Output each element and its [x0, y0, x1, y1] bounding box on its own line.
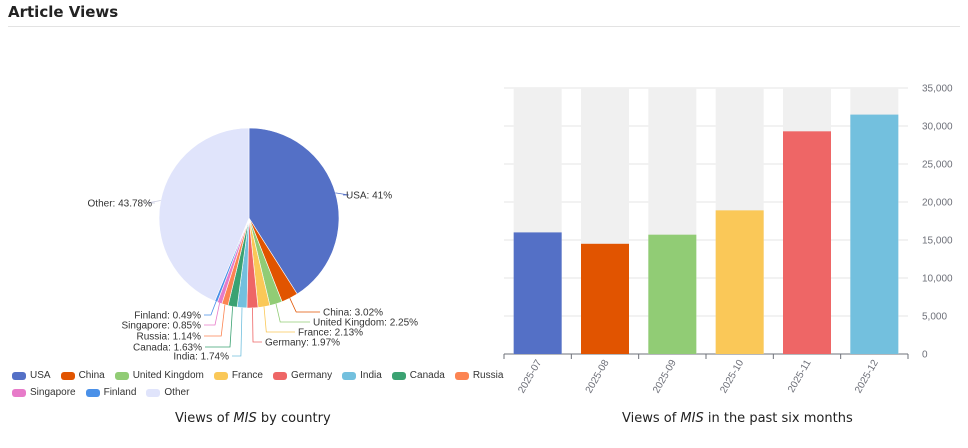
legend-label: China: [78, 370, 105, 381]
legend-swatch: [213, 371, 228, 380]
legend-label: Singapore: [30, 387, 76, 398]
y-tick-label: 0: [922, 350, 928, 361]
pie-data-label: Other: 43.78%: [88, 199, 153, 210]
bar-2025-11[interactable]: [783, 131, 831, 354]
legend-swatch: [454, 371, 469, 380]
legend-item-germany[interactable]: Germany: [272, 370, 333, 381]
pie-data-label: India: 1.74%: [173, 352, 229, 363]
legend-item-other[interactable]: Other: [146, 387, 189, 398]
bar-chart-caption: Views of MIS in the past six months: [622, 411, 853, 426]
pie-label-line: [146, 200, 161, 204]
monthly-views-bar-chart: 0 5,000 10,000 15,000 20,000 25,000 30,000 35,0…: [503, 84, 953, 396]
bar-2025-12[interactable]: [850, 114, 899, 354]
legend-item-france[interactable]: France: [213, 370, 263, 381]
pie-label-line: [275, 303, 310, 323]
y-tick-label: 30,000: [922, 122, 953, 133]
pie-data-label: Germany: 1.97%: [265, 338, 340, 349]
pie-label-line: [263, 306, 295, 333]
x-tick-label: 2025-11: [786, 358, 814, 395]
legend-swatch: [114, 371, 129, 380]
pie-label-line: [204, 302, 220, 326]
legend-item-united-kingdom[interactable]: United Kingdom: [114, 370, 204, 381]
pie-label-line: [204, 301, 217, 316]
legend-swatch: [60, 371, 75, 380]
x-tick-label: 2025-07: [516, 358, 544, 396]
pie-chart-caption: Views of MIS by country: [175, 411, 331, 426]
y-tick-label: 35,000: [922, 84, 953, 95]
page-title: Article Views: [8, 3, 119, 21]
legend-item-finland[interactable]: Finland: [85, 387, 137, 398]
x-tick-label: 2025-12: [853, 358, 881, 396]
pie-data-label: China: 3.02%: [323, 308, 383, 319]
pie-data-label: USA: 41%: [346, 191, 392, 202]
legend-label: Canada: [409, 370, 445, 381]
legend-label: USA: [30, 370, 51, 381]
legend-swatch: [272, 371, 287, 380]
legend-label: Finland: [103, 387, 137, 398]
pie-data-label: Singapore: 0.85%: [121, 321, 201, 332]
pie-data-label: United Kingdom: 2.25%: [313, 318, 418, 329]
legend-label: Russia: [472, 370, 504, 381]
x-tick-label: 2025-09: [651, 358, 679, 396]
legend-swatch: [85, 388, 100, 397]
legend-swatch: [12, 371, 26, 380]
x-tick-label: 2025-08: [584, 358, 612, 396]
x-tick-label: 2025-10: [718, 358, 746, 396]
pie-legend: USA China United Kingdom France Germany India…: [12, 370, 503, 404]
y-tick-label: 10,000: [922, 274, 953, 285]
bar-2025-07[interactable]: [513, 232, 562, 354]
bar-2025-08[interactable]: [581, 243, 629, 354]
pie-label-line: [252, 307, 262, 343]
pie-label-line: [289, 298, 320, 313]
legend-row: Singapore Finland Other: [12, 387, 492, 398]
legend-swatch: [12, 388, 26, 397]
y-tick-label: 25,000: [922, 160, 953, 171]
legend-item-russia[interactable]: Russia: [454, 370, 504, 381]
pie-data-label: Finland: 0.49%: [134, 311, 201, 322]
legend-label: India: [360, 370, 382, 381]
pie-label-line: [204, 304, 226, 337]
legend-item-india[interactable]: India: [342, 370, 382, 381]
page-header: Article Views: [8, 0, 960, 27]
y-tick-label: 20,000: [922, 198, 953, 209]
y-tick-label: 15,000: [922, 236, 953, 247]
bar-2025-10[interactable]: [715, 210, 764, 354]
legend-label: United Kingdom: [132, 370, 204, 381]
legend-swatch: [146, 388, 161, 397]
legend-swatch: [342, 371, 357, 380]
pie-slice-other[interactable]: [158, 127, 250, 302]
legend-label: Germany: [290, 370, 333, 381]
pie-data-label: Russia: 1.14%: [137, 332, 202, 343]
pie-label-line: [232, 307, 243, 357]
legend-item-usa[interactable]: USA: [12, 370, 51, 381]
legend-row: USA China United Kingdom France Germany India…: [12, 370, 503, 381]
legend-label: Other: [164, 387, 190, 398]
legend-swatch: [391, 371, 406, 380]
bar-2025-09[interactable]: [648, 234, 697, 354]
legend-item-canada[interactable]: Canada: [391, 370, 445, 381]
legend-label: France: [231, 370, 263, 381]
pie-label-line: [205, 306, 233, 348]
country-pie-chart: USA: 41% China: 3.02%United Kingdom: 2.25…: [88, 127, 418, 363]
y-tick-label: 5,000: [922, 312, 947, 323]
pie-data-label: France: 2.13%: [298, 328, 363, 339]
legend-item-china[interactable]: China: [60, 370, 105, 381]
legend-item-singapore[interactable]: Singapore: [12, 387, 76, 398]
pie-label-line: [335, 192, 349, 196]
pie-data-label: Canada: 1.63%: [133, 343, 202, 354]
